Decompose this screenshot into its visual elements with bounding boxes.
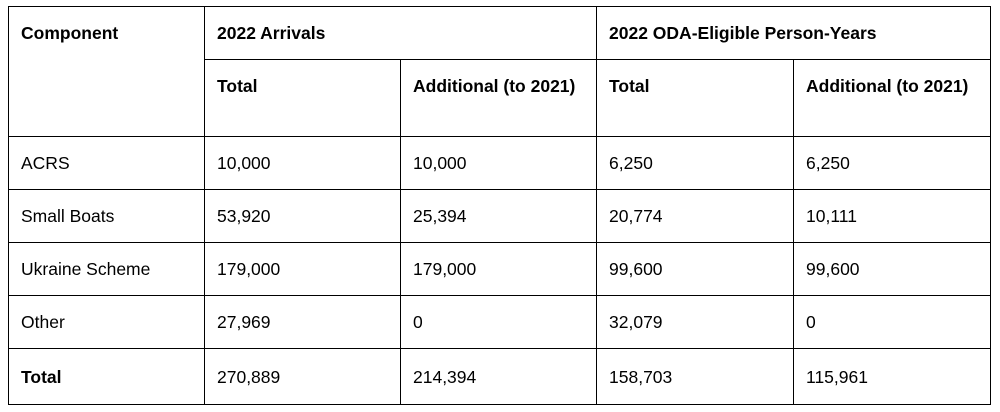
table-row: Small Boats 53,920 25,394 20,774 10,111	[8, 189, 992, 243]
data-table-container: Component 2022 Arrivals 2022 ODA-Eligibl…	[8, 6, 992, 405]
table-total-row: Total 270,889 214,394 158,703 115,961	[8, 348, 992, 405]
table-body: ACRS 10,000 10,000 6,250 6,250 Small Boa…	[8, 136, 992, 405]
cell-component: Small Boats	[8, 189, 205, 243]
cell-arrivals-additional: 179,000	[399, 242, 598, 296]
cell-arrivals-total: 27,969	[204, 295, 401, 349]
cell-arrivals-additional: 25,394	[399, 189, 598, 243]
header-arrivals-additional: Additional (to 2021)	[399, 59, 598, 137]
cell-oda-additional: 0	[793, 295, 992, 349]
cell-oda-total: 20,774	[596, 189, 795, 243]
header-oda-additional: Additional (to 2021)	[793, 59, 992, 137]
cell-oda-total: 6,250	[596, 136, 795, 190]
header-row-groups: Component 2022 Arrivals 2022 ODA-Eligibl…	[8, 6, 992, 137]
header-oda-total: Total	[596, 59, 795, 137]
header-component: Component	[8, 6, 205, 137]
cell-arrivals-total: 53,920	[204, 189, 401, 243]
cell-oda-additional: 10,111	[793, 189, 992, 243]
cell-oda-additional: 6,250	[793, 136, 992, 190]
header-group-oda: 2022 ODA-Eligible Person-Years	[596, 6, 992, 60]
table-row: Other 27,969 0 32,079 0	[8, 295, 992, 349]
cell-oda-total: 32,079	[596, 295, 795, 349]
header-arrivals-total: Total	[204, 59, 401, 137]
cell-arrivals-additional: 10,000	[399, 136, 598, 190]
cell-component: Ukraine Scheme	[8, 242, 205, 296]
table-row: Ukraine Scheme 179,000 179,000 99,600 99…	[8, 242, 992, 296]
cell-arrivals-additional: 0	[399, 295, 598, 349]
cell-component: ACRS	[8, 136, 205, 190]
cell-arrivals-total: 270,889	[204, 348, 401, 405]
cell-arrivals-total: 179,000	[204, 242, 401, 296]
cell-arrivals-total: 10,000	[204, 136, 401, 190]
table-header: Component 2022 Arrivals 2022 ODA-Eligibl…	[8, 6, 992, 137]
cell-oda-additional: 115,961	[793, 348, 992, 405]
arrivals-table: Component 2022 Arrivals 2022 ODA-Eligibl…	[8, 6, 992, 405]
header-row-sub: Total Additional (to 2021) Total Additio…	[9, 59, 992, 137]
cell-component-total: Total	[8, 348, 205, 405]
cell-oda-total: 158,703	[596, 348, 795, 405]
cell-oda-total: 99,600	[596, 242, 795, 296]
cell-component: Other	[8, 295, 205, 349]
cell-arrivals-additional: 214,394	[399, 348, 598, 405]
header-group-arrivals: 2022 Arrivals	[203, 6, 598, 60]
table-row: ACRS 10,000 10,000 6,250 6,250	[8, 136, 992, 190]
cell-oda-additional: 99,600	[793, 242, 992, 296]
